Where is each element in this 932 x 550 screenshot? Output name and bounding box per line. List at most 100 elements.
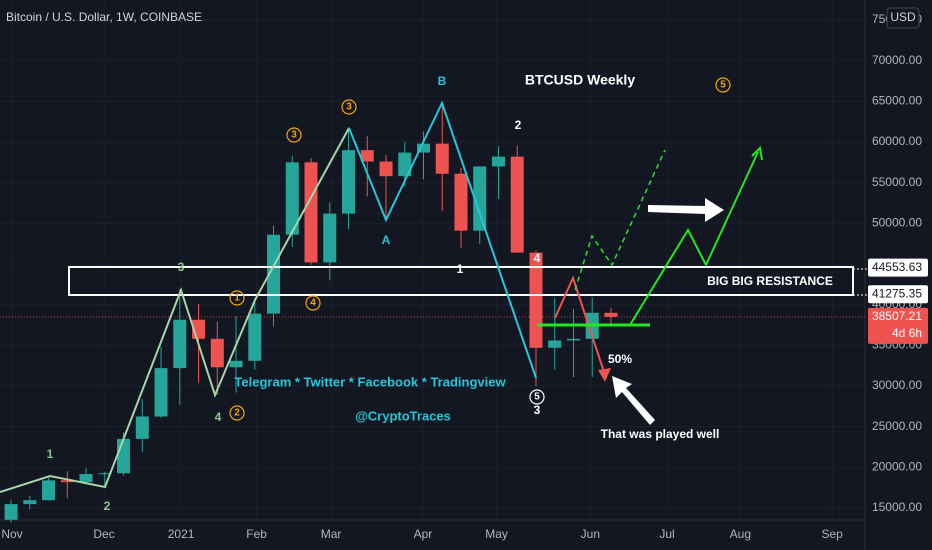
candle-body	[454, 173, 468, 231]
candle-body	[304, 162, 318, 263]
candle-body	[98, 473, 112, 475]
annotation-circle	[715, 77, 731, 93]
candle-body	[510, 156, 524, 253]
projection-line	[574, 149, 666, 291]
annotation: 1	[457, 262, 464, 276]
candle-body	[60, 480, 74, 483]
y-tick-label: 55000.00	[872, 175, 922, 189]
annotation: 1	[47, 447, 54, 461]
drawings	[0, 100, 870, 493]
candle-body	[173, 319, 187, 369]
currency: USD	[890, 10, 916, 24]
annotation: 3	[178, 260, 185, 274]
candle-body	[398, 152, 412, 177]
annotation: 2	[104, 499, 111, 513]
annotation: Telegram * Twitter * Facebook * Tradingv…	[234, 374, 506, 389]
candle-body	[42, 480, 56, 501]
price-label: 38507.21	[872, 309, 922, 323]
annotation: BIG BIG RESISTANCE	[707, 274, 833, 288]
currency-box	[886, 7, 920, 29]
candle-body	[548, 340, 562, 348]
x-tick-label: Dec	[93, 527, 114, 541]
annotation-circle	[229, 290, 245, 306]
y-tick-label: 30000.00	[872, 378, 922, 392]
candles	[4, 102, 618, 523]
x-tick-label: May	[485, 527, 508, 541]
annotation: 50%	[608, 352, 632, 366]
y-tick-label: 25000.00	[872, 419, 922, 433]
x-tick-label: 2021	[168, 527, 195, 541]
annotation-circle	[341, 99, 357, 115]
candle-body	[360, 150, 374, 162]
candle-body	[229, 360, 243, 368]
candle-body	[604, 312, 618, 317]
projection-line	[554, 275, 606, 376]
y-tick-label: 60000.00	[872, 134, 922, 148]
x-tick-label: Apr	[414, 527, 433, 541]
price-label: 41275.35	[872, 286, 922, 300]
resistance-box	[68, 266, 854, 296]
annotation: A	[382, 233, 391, 247]
annotation: BTCUSD Weekly	[525, 72, 635, 88]
annotation: 2	[234, 408, 240, 419]
arrow	[612, 376, 655, 425]
annotation: 3	[534, 403, 541, 417]
candle-body	[417, 143, 431, 153]
candle-body	[248, 313, 262, 361]
price-label-box	[868, 258, 928, 277]
y-tick-label: 50000.00	[872, 216, 922, 230]
candle-body	[379, 161, 393, 177]
annotation: That was played well	[601, 427, 720, 441]
arrow	[648, 198, 724, 222]
annotation: @CryptoTraces	[355, 408, 451, 423]
candle-body	[323, 213, 337, 263]
annotation: 4	[215, 410, 222, 424]
candle-body	[117, 438, 131, 474]
annotation: 1	[234, 293, 240, 304]
candle-body	[473, 166, 487, 231]
annotation: 4	[310, 298, 316, 309]
countdown: 4d 6h	[892, 326, 922, 340]
annotation-circle	[305, 295, 321, 311]
price-label: 44553.63	[872, 260, 922, 274]
y-tick-label: 70000.00	[872, 53, 922, 67]
price-label-box	[868, 307, 928, 344]
price-label-box	[868, 285, 928, 304]
x-tick-label: Aug	[730, 527, 751, 541]
annotation: 3	[291, 130, 297, 141]
candle-body	[4, 504, 18, 520]
projection-line	[629, 151, 759, 326]
x-tick-label: Mar	[321, 527, 342, 541]
annotation-circle	[229, 405, 245, 421]
candle-body	[566, 338, 580, 341]
candle-body	[79, 474, 93, 483]
x-tick-label: Jun	[581, 527, 600, 541]
candle-body	[135, 416, 149, 439]
wave-line	[0, 127, 350, 493]
y-tick-label: 20000.00	[872, 460, 922, 474]
annotation: 3	[346, 102, 352, 113]
x-tick-label: Jul	[659, 527, 674, 541]
x-tick-label: Feb	[246, 527, 267, 541]
annotation: 2	[515, 118, 522, 132]
chart-title: Bitcoin / U.S. Dollar, 1W, COINBASE	[6, 10, 202, 24]
wave-line	[348, 100, 537, 379]
candle-body	[435, 143, 449, 174]
candle-body	[285, 162, 299, 235]
candle-body	[210, 338, 224, 368]
x-tick-label: Nov	[1, 527, 22, 541]
annotation: 4	[534, 251, 541, 265]
annotation: 5	[720, 80, 726, 91]
annotation: B	[438, 74, 447, 88]
candle-body	[491, 156, 505, 167]
arrow-head	[751, 145, 763, 161]
annotation-circle	[286, 127, 302, 143]
candle-body	[342, 150, 356, 214]
x-tick-label: Sep	[822, 527, 844, 541]
candle-body	[154, 368, 168, 417]
price-axis: 15000.0020000.0025000.0030000.0035000.00…	[1, 7, 928, 541]
arrow-head	[598, 368, 611, 382]
